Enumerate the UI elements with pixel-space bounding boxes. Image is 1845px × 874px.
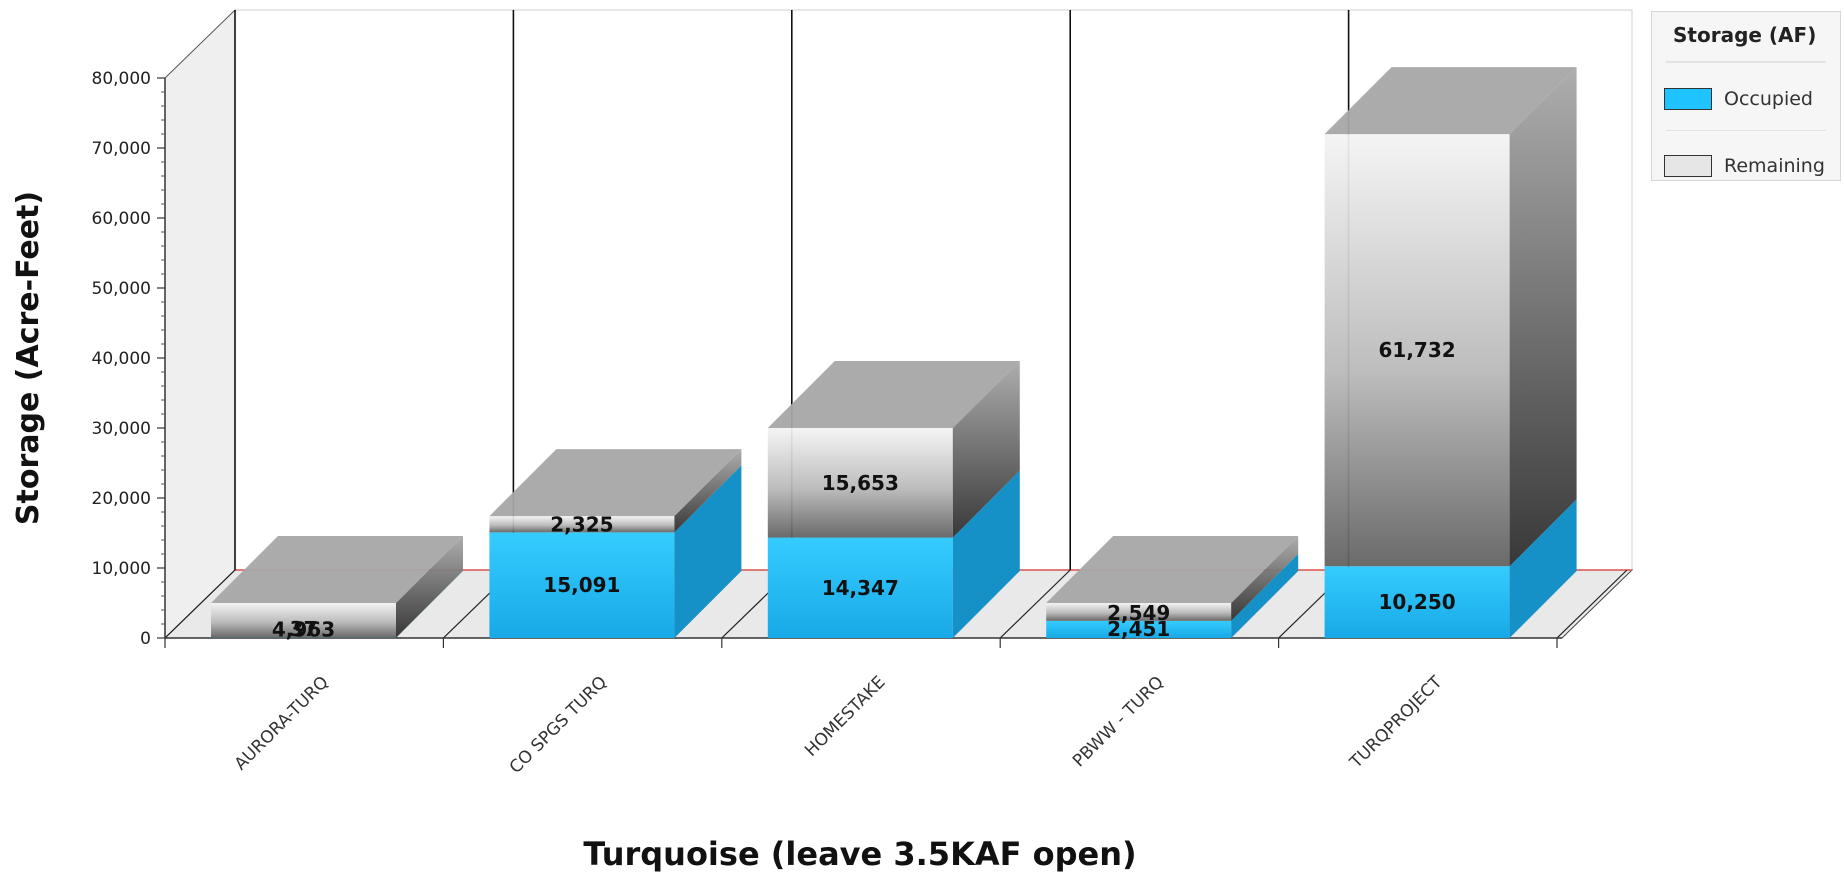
- data-label-remaining: 2,549: [1107, 601, 1170, 625]
- data-label-occupied: 10,250: [1379, 590, 1456, 614]
- bar-remaining-side: [952, 361, 1020, 538]
- bar-occupied-side: [674, 465, 742, 638]
- legend-swatch-occupied: [1664, 88, 1712, 110]
- x-axis-title: Turquoise (leave 3.5KAF open): [583, 835, 1136, 873]
- bar-remaining-front: [1324, 134, 1510, 567]
- bar-occupied-front: [1046, 620, 1232, 638]
- legend-label-occupied: Occupied: [1724, 88, 1813, 110]
- bar-occupied-front: [489, 532, 675, 638]
- data-label-remaining: 2,325: [550, 512, 613, 536]
- legend-title: Storage (AF): [1673, 23, 1817, 47]
- legend-divider: [1666, 61, 1826, 63]
- x-tick-label: HOMESTAKE: [801, 672, 889, 760]
- floor-separator: [1556, 569, 1628, 639]
- bar-occupied-side: [952, 470, 1020, 638]
- bar-occupied-front: [1324, 566, 1510, 638]
- y-axis-title: Storage (Acre-Feet): [11, 191, 46, 525]
- bar-remaining-front: [1046, 603, 1232, 621]
- y-tick-label: 20,000: [92, 489, 151, 509]
- bar-remaining-side: [1509, 67, 1577, 567]
- floor-separator: [164, 569, 236, 639]
- y-tick-label: 0: [140, 629, 151, 649]
- bar-top-face: [489, 449, 742, 517]
- y-tick-label: 80,000: [92, 69, 151, 89]
- x-tick-label: PBWW - TURQ: [1069, 672, 1168, 771]
- legend-label-remaining: Remaining: [1724, 155, 1825, 177]
- y-tick-label: 60,000: [92, 209, 151, 229]
- x-tick-label: AURORA-TURQ: [231, 672, 333, 774]
- data-label-remaining: 61,732: [1379, 338, 1456, 362]
- legend-swatch-remaining: [1664, 155, 1712, 177]
- data-label-remaining: 4,963: [272, 618, 335, 642]
- bar-top-face: [1324, 67, 1577, 135]
- x-tick-label: CO SPGS TURQ: [506, 672, 611, 777]
- legend: Storage (AF) Occupied Remaining: [1651, 11, 1841, 181]
- data-label-occupied: 2,451: [1107, 617, 1170, 641]
- y-tick-label: 10,000: [92, 559, 151, 579]
- bar-remaining-side: [674, 449, 742, 533]
- bar-top-face: [211, 536, 463, 603]
- bar-remaining-front: [211, 603, 396, 638]
- floor-separator: [999, 569, 1071, 639]
- bar-occupied-side: [1509, 499, 1577, 638]
- bar-remaining-front: [767, 428, 953, 538]
- side-wall: [164, 8, 236, 640]
- bar-occupied-front: [767, 537, 953, 638]
- legend-item-occupied[interactable]: Occupied: [1664, 88, 1813, 110]
- data-label-occupied: 37: [290, 617, 318, 641]
- data-label-occupied: 14,347: [822, 576, 899, 600]
- legend-divider: [1666, 130, 1826, 131]
- y-tick-label: 30,000: [92, 419, 151, 439]
- bar-remaining-side: [396, 536, 463, 638]
- y-tick-label: 70,000: [92, 139, 151, 159]
- bar-remaining-front: [489, 516, 675, 533]
- y-tick-label: 40,000: [92, 349, 151, 369]
- data-label-remaining: 15,653: [822, 471, 899, 495]
- bar-remaining-side: [1231, 536, 1299, 621]
- y-tick-label: 50,000: [92, 279, 151, 299]
- x-tick-label: TURQPROJECT: [1346, 672, 1447, 773]
- legend-item-remaining[interactable]: Remaining: [1664, 155, 1825, 177]
- bar-top-face: [1046, 536, 1299, 603]
- data-label-occupied: 15,091: [543, 573, 620, 597]
- bar-top-face: [767, 361, 1020, 428]
- bar-occupied-side: [396, 570, 463, 638]
- bar-occupied-side: [1231, 553, 1299, 638]
